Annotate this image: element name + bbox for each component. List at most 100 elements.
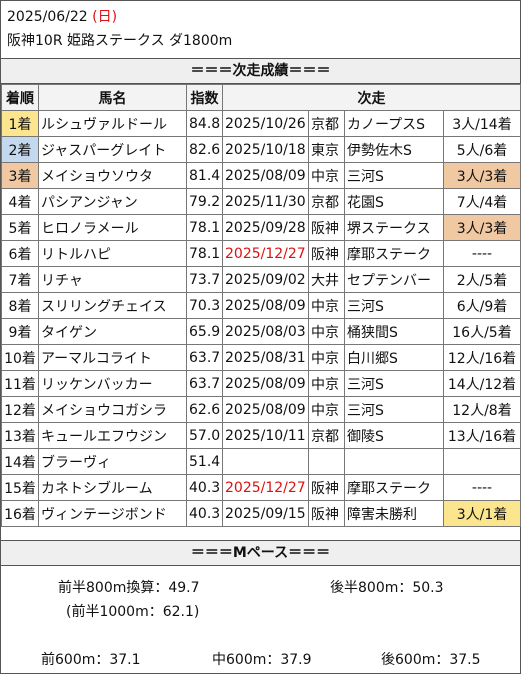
index-cell: 78.1 (186, 240, 223, 267)
table-row: 6着 リトルハピ 78.1 2025/12/27 阪神 摩耶ステーク ---- (1, 240, 521, 267)
index-cell: 78.1 (186, 214, 223, 241)
table-row: 10着 アーマルコライト 63.7 2025/08/31 中京 白川郷S 12人/16着 (1, 344, 521, 371)
next-race-venue-cell: 中京 (308, 370, 345, 397)
table-row: 13着 キュールエフウジン 57.0 2025/10/11 京都 御陵S 13人/16着 (1, 422, 521, 449)
pace-late-600: 後600m：37.5 (381, 652, 481, 668)
next-race-venue-cell: 中京 (308, 292, 345, 319)
weekday-value: 日 (97, 9, 112, 25)
next-race-result-cell: 3人/3着 (443, 162, 521, 189)
next-race-name-cell: 花園S (344, 188, 444, 215)
next-race-date-cell: 2025/08/31 (222, 344, 309, 371)
index-cell: 82.6 (186, 136, 223, 163)
pace-section-title: ＝＝＝Mペース＝＝＝ (1, 540, 520, 566)
table-row: 5着 ヒロノラメール 78.1 2025/09/28 阪神 堺ステークス 3人/3着 (1, 214, 521, 241)
next-race-date-cell: 2025/11/30 (222, 188, 309, 215)
race-date: 2025/06/22 (日) (7, 6, 117, 26)
next-race-date-cell: 2025/08/09 (222, 370, 309, 397)
next-race-venue-cell: 京都 (308, 188, 345, 215)
horse-name-cell: メイショウソウタ (38, 162, 187, 189)
next-race-date-cell: 2025/08/09 (222, 292, 309, 319)
rank-cell: 3着 (1, 162, 39, 189)
next-race-result-cell: 16人/5着 (443, 318, 521, 345)
next-race-result-cell: 2人/5着 (443, 266, 521, 293)
header-horse-name: 馬名 (38, 84, 187, 111)
next-race-name-cell: カノープスS (344, 110, 444, 137)
horse-name-cell: ジャスパーグレイト (38, 136, 187, 163)
index-cell: 70.3 (186, 292, 223, 319)
table-row: 12着 メイショウコガシラ 62.6 2025/08/09 中京 三河S 12人/8着 (1, 396, 521, 423)
next-race-venue-cell: 中京 (308, 318, 345, 345)
next-race-result-cell: 14人/12着 (443, 370, 521, 397)
rank-cell: 2着 (1, 136, 39, 163)
next-race-result-cell (443, 448, 521, 475)
index-cell: 57.0 (186, 422, 223, 449)
rank-cell: 9着 (1, 318, 39, 345)
horse-name-cell: リッケンバッカー (38, 370, 187, 397)
horse-name-cell: ヴィンテージボンド (38, 500, 187, 527)
next-race-date-cell: 2025/09/02 (222, 266, 309, 293)
next-race-result-cell: 12人/8着 (443, 396, 521, 423)
next-race-results-table: 着順 馬名 指数 次走 1着 ルシュヴァルドール 84.8 2025/10/26 京都カ… (1, 84, 521, 527)
next-race-name-cell: 伊勢佐木S (344, 136, 444, 163)
rank-cell: 13着 (1, 422, 39, 449)
table-row: 1着 ルシュヴァルドール 84.8 2025/10/26 京都 カノープスS 3人/14着 (1, 110, 521, 137)
rank-cell: 16着 (1, 500, 39, 527)
next-race-date-cell: 2025/10/18 (222, 136, 309, 163)
next-race-date-cell: 2025/09/28 (222, 214, 309, 241)
weekday-paren-open: ( (92, 9, 98, 25)
next-race-date-cell: 2025/10/26 (222, 110, 309, 137)
table-row: 8着 スリリングチェイス 70.3 2025/08/09 中京 三河S 6人/9着 (1, 292, 521, 319)
rank-cell: 14着 (1, 448, 39, 475)
next-race-venue-cell: 阪神 (308, 500, 345, 527)
next-race-venue-cell: 阪神 (308, 240, 345, 267)
next-race-name-cell (344, 448, 444, 475)
next-race-name-cell: 障害未勝利 (344, 500, 444, 527)
horse-name-cell: スリリングチェイス (38, 292, 187, 319)
horse-name-cell: リトルハピ (38, 240, 187, 267)
next-race-result-cell: 13人/16着 (443, 422, 521, 449)
rank-cell: 4着 (1, 188, 39, 215)
table-row: 14着 ブラーヴィ 51.4 (1, 448, 521, 475)
race-date-value: 2025/06/22 (7, 9, 88, 25)
next-race-venue-cell: 中京 (308, 162, 345, 189)
rank-cell: 6着 (1, 240, 39, 267)
next-race-date-cell: 2025/12/27 (222, 240, 309, 267)
rank-cell: 10着 (1, 344, 39, 371)
rank-cell: 5着 (1, 214, 39, 241)
index-cell: 40.3 (186, 500, 223, 527)
next-race-result-cell: 3人/1着 (443, 500, 521, 527)
next-race-date-cell: 2025/09/15 (222, 500, 309, 527)
horse-name-cell: メイショウコガシラ (38, 396, 187, 423)
race-title: 阪神10R 姫路ステークス ダ1800m (7, 33, 233, 49)
rank-cell: 11着 (1, 370, 39, 397)
rank-cell: 8着 (1, 292, 39, 319)
horse-name-cell: パシアンジャン (38, 188, 187, 215)
table-row: 16着 ヴィンテージボンド 40.3 2025/09/15 阪神 障害未勝利 3人/1着 (1, 500, 521, 527)
next-race-result-cell: 3人/3着 (443, 214, 521, 241)
next-race-venue-cell: 京都 (308, 422, 345, 449)
rank-cell: 12着 (1, 396, 39, 423)
next-race-name-cell: 三河S (344, 396, 444, 423)
index-cell: 65.9 (186, 318, 223, 345)
next-race-name-cell: 白川郷S (344, 344, 444, 371)
next-race-result-cell: 5人/6着 (443, 136, 521, 163)
index-cell: 62.6 (186, 396, 223, 423)
next-race-venue-cell: 大井 (308, 266, 345, 293)
next-race-venue-cell: 東京 (308, 136, 345, 163)
header-rank: 着順 (1, 84, 39, 111)
next-race-name-cell: 三河S (344, 162, 444, 189)
table-row: 11着 リッケンバッカー 63.7 2025/08/09 中京 三河S 14人/12着 (1, 370, 521, 397)
next-race-section-title: ＝＝＝次走成績＝＝＝ (1, 58, 520, 84)
next-race-date-cell: 2025/08/09 (222, 162, 309, 189)
next-race-name-cell: 摩耶ステーク (344, 474, 444, 501)
next-race-name-cell: 堺ステークス (344, 214, 444, 241)
next-race-venue-cell: 阪神 (308, 214, 345, 241)
pace-mid-600: 中600m：37.9 (212, 652, 312, 668)
rank-cell: 15着 (1, 474, 39, 501)
next-race-name-cell: セプテンバー (344, 266, 444, 293)
index-cell: 73.7 (186, 266, 223, 293)
table-row: 15着 カネトシブルーム 40.3 2025/12/27 阪神 摩耶ステーク ---- (1, 474, 521, 501)
next-race-result-cell: ---- (443, 240, 521, 267)
table-row: 3着 メイショウソウタ 81.4 2025/08/09 中京 三河S 3人/3着 (1, 162, 521, 189)
index-cell: 63.7 (186, 344, 223, 371)
